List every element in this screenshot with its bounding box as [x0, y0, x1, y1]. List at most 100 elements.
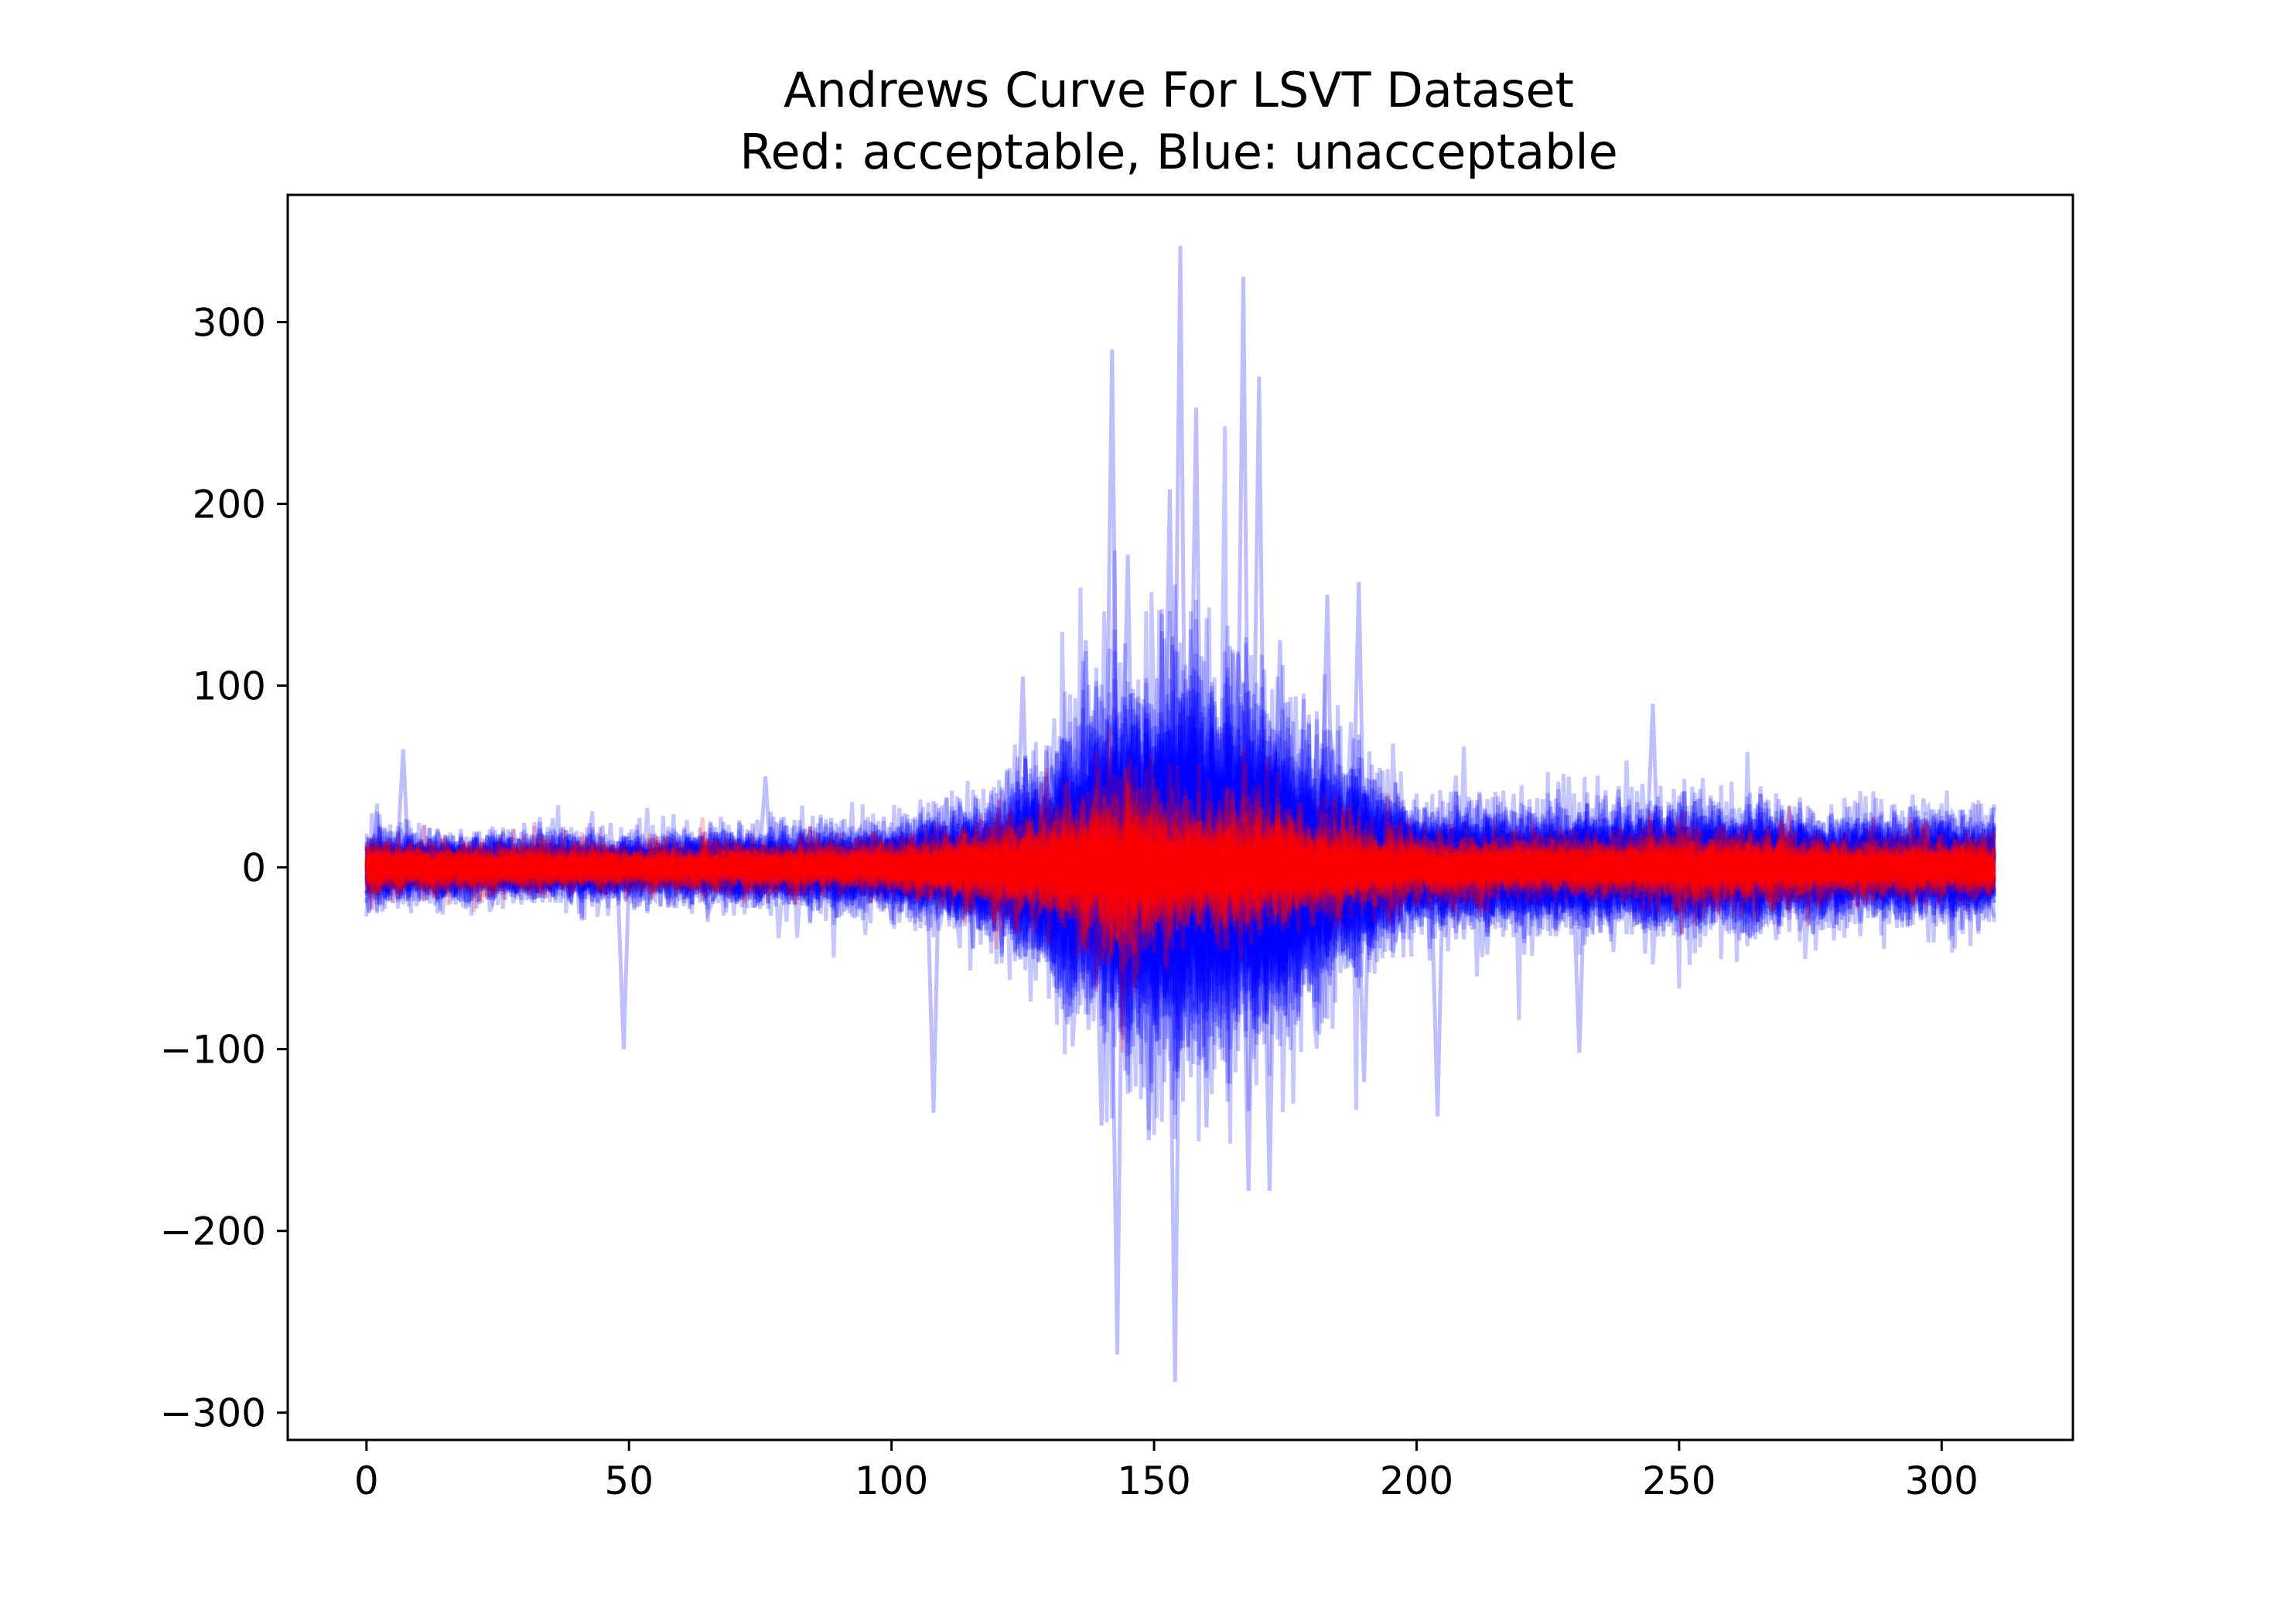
unacceptable-curve	[365, 704, 1996, 984]
unacceptable-curve	[364, 725, 1996, 1070]
unacceptable-curve	[364, 550, 1996, 1028]
spike-line	[925, 830, 942, 1113]
unacceptable-curve	[364, 631, 1995, 1083]
spike-line	[1261, 818, 1278, 1192]
unacceptable-curve	[364, 770, 1996, 976]
acceptable-curve	[364, 814, 1996, 926]
spike-line	[1014, 676, 1031, 896]
acceptable-curve	[364, 817, 1996, 923]
unacceptable-curve	[364, 664, 1996, 1102]
x-tick-label: 150	[1117, 1459, 1190, 1503]
acceptable-curve	[364, 817, 1996, 935]
y-tick-label: −300	[160, 1391, 266, 1436]
spike-line	[1272, 640, 1289, 902]
unacceptable-curve	[365, 723, 1996, 1004]
x-tick-label: 50	[604, 1459, 654, 1503]
acceptable-curve	[366, 806, 1996, 973]
unacceptable-curve	[364, 707, 1996, 1060]
spike-line	[757, 776, 774, 882]
unacceptable-curve	[366, 745, 1996, 988]
acceptable-curve	[364, 780, 1996, 972]
acceptable-curve	[364, 810, 1996, 907]
acceptable-curve	[364, 747, 1996, 960]
acceptable-curve	[364, 812, 1996, 937]
unacceptable-curve	[364, 682, 1996, 995]
unacceptable-curve	[364, 755, 1996, 1006]
x-tick-label: 0	[354, 1459, 379, 1503]
y-tick-label: 100	[193, 664, 266, 709]
unacceptable-curve	[364, 611, 1996, 1027]
unacceptable-curve	[364, 629, 1996, 1015]
unacceptable-curve	[364, 607, 1996, 1046]
acceptable-curve	[364, 818, 1996, 914]
spike-line	[1644, 703, 1661, 892]
acceptable-curve	[364, 791, 1996, 939]
unacceptable-curve	[364, 637, 1996, 1100]
acceptable-curve	[364, 822, 1996, 913]
acceptable-curve	[365, 812, 1996, 918]
spike-line	[1140, 826, 1157, 1141]
y-tick-label: −200	[160, 1209, 266, 1254]
unacceptable-curve	[364, 738, 1996, 1000]
unacceptable-curve	[364, 651, 1996, 1041]
acceptable-curve	[364, 812, 1996, 955]
unacceptable-curve	[364, 705, 1996, 1008]
unacceptable-curve	[366, 684, 1996, 1139]
spike-line	[1198, 828, 1215, 1128]
unacceptable-curve	[364, 644, 1996, 1104]
unacceptable-curve	[364, 592, 1996, 1119]
unacceptable-curve	[364, 683, 1996, 1118]
spike-line	[1119, 554, 1136, 915]
unacceptable-curve	[364, 677, 1996, 1113]
unacceptable-curve	[364, 426, 1996, 1066]
acceptable-curves	[364, 728, 1996, 1053]
x-tick-label: 300	[1905, 1459, 1979, 1503]
unacceptable-curve	[364, 688, 1996, 984]
unacceptable-curve	[364, 756, 1996, 964]
unacceptable-curve	[364, 676, 1996, 1022]
unacceptable-curve	[366, 587, 1996, 1073]
unacceptable-curve	[365, 749, 1996, 981]
unacceptable-curve	[364, 618, 1996, 1135]
unacceptable-curve	[364, 678, 1996, 1004]
unacceptable-curve	[364, 745, 1995, 1002]
unacceptable-curve	[364, 699, 1996, 1062]
acceptable-curve	[364, 815, 1996, 907]
acceptable-curve	[364, 827, 1996, 916]
y-tick-label: 200	[193, 483, 266, 527]
spike-line	[1104, 349, 1121, 946]
acceptable-curve	[364, 798, 1996, 967]
acceptable-curve	[364, 776, 1996, 950]
y-tick-label: 0	[241, 846, 266, 891]
unacceptable-curve	[364, 691, 1996, 999]
acceptable-curve	[364, 769, 1996, 965]
unacceptable-curve	[364, 705, 1996, 1014]
spike-line	[1161, 489, 1179, 925]
spike-line	[1093, 828, 1110, 1126]
unacceptable-curve	[364, 696, 1996, 1005]
unacceptable-curve	[364, 636, 1996, 1063]
acceptable-curve	[364, 797, 1996, 930]
spike-line	[1429, 830, 1446, 1117]
spike-line	[1251, 376, 1268, 941]
unacceptable-curve	[365, 653, 1996, 1141]
unacceptable-curve	[364, 585, 1996, 1111]
unacceptable-curve	[364, 650, 1996, 1052]
unacceptable-curve	[364, 613, 1996, 1056]
acceptable-curve	[364, 754, 1996, 955]
acceptable-curve	[364, 818, 1996, 919]
unacceptable-curve	[365, 756, 1996, 994]
acceptable-curve	[364, 757, 1996, 995]
unacceptable-curve	[364, 743, 1995, 1028]
unacceptable-curve	[364, 705, 1996, 1073]
acceptable-curve	[365, 820, 1996, 916]
unacceptable-curve	[364, 763, 1996, 984]
unacceptable-curve	[364, 732, 1996, 1055]
spike-line	[1234, 276, 1252, 957]
unacceptable-curve	[364, 631, 1996, 1088]
unacceptable-curve	[364, 739, 1996, 1025]
chart-subtitle: Red: acceptable, Blue: unacceptable	[739, 124, 1618, 180]
acceptable-curve	[364, 824, 1996, 915]
acceptable-curve	[364, 795, 1996, 940]
